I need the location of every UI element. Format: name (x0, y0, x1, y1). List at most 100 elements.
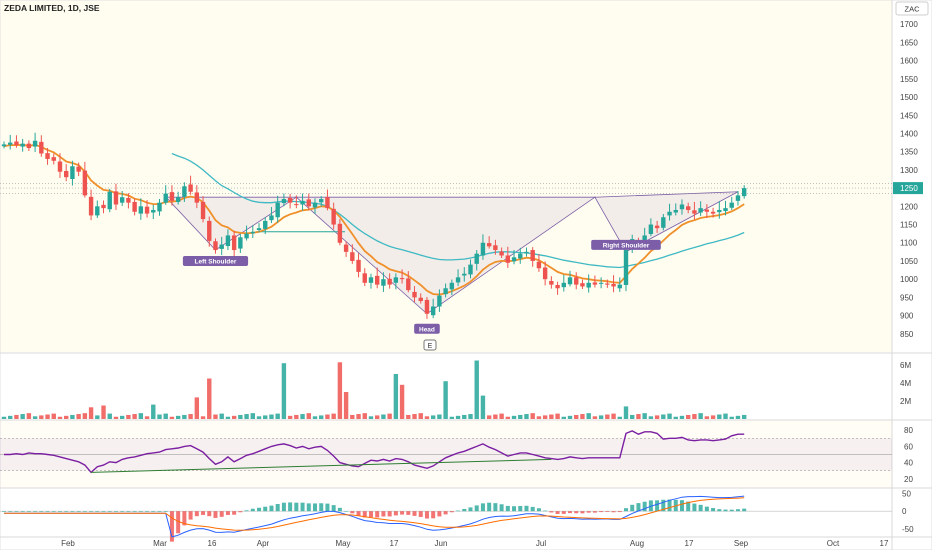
macd-histogram-bar (723, 509, 728, 512)
volume-bar (225, 416, 231, 419)
volume-bar (294, 414, 299, 419)
price-tick-label: 1300 (900, 166, 918, 175)
macd-histogram-bar (157, 511, 162, 512)
macd-histogram-bar (194, 511, 199, 517)
candle-body (362, 273, 367, 283)
candle-body (287, 197, 293, 203)
volume-bar (57, 416, 63, 419)
macd-histogram-bar (549, 511, 554, 513)
volume-bar (412, 414, 417, 419)
candle-body (499, 251, 504, 256)
macd-histogram-bar (45, 511, 50, 512)
macd-histogram-bar (101, 511, 106, 512)
volume-bar (157, 414, 162, 419)
macd-signal-line (4, 497, 745, 531)
volume-bar (474, 360, 479, 419)
macd-histogram-bar (568, 511, 573, 514)
macd-histogram-bar (89, 511, 94, 512)
candle-body (20, 143, 25, 147)
candle-body (213, 241, 218, 251)
volume-bar (362, 413, 367, 419)
candle-body (524, 251, 529, 254)
volume-bar (549, 414, 554, 419)
candle-body (1, 144, 7, 147)
macd-histogram-bar (599, 511, 604, 513)
candle-body (723, 208, 728, 212)
macd-histogram-bar (138, 511, 143, 512)
candle-body (567, 277, 573, 285)
candle-body (126, 197, 131, 203)
volume-bar (623, 406, 629, 419)
price-tick-label: 900 (900, 312, 914, 321)
candle-body (455, 277, 461, 283)
macd-histogram-bar (8, 511, 13, 512)
candle-body (169, 192, 175, 201)
macd-histogram-bar (698, 504, 703, 512)
macd-histogram-bar (704, 506, 709, 512)
volume-bar (306, 413, 311, 419)
volume-bar (375, 415, 380, 419)
volume-bar (586, 413, 591, 419)
candle-body (437, 295, 442, 307)
macd-histogram-bar (2, 511, 6, 512)
candle-body (207, 220, 212, 241)
macd-histogram-bar (686, 501, 691, 512)
candle-body (480, 242, 486, 256)
macd-histogram-bar (306, 503, 311, 512)
chart-title: ZEDA LIMITED, 1D, JSE (4, 3, 100, 13)
volume-bar (39, 415, 44, 419)
macd-histogram-bar (512, 506, 517, 512)
ema-fast-line (3, 143, 745, 296)
macd-histogram-bar (375, 511, 380, 518)
macd-histogram-bar (580, 511, 585, 514)
volume-bar (598, 415, 604, 419)
last-price-tag (893, 182, 923, 195)
macd-histogram-bar (263, 506, 268, 512)
volume-bar (530, 413, 535, 419)
candle-body (64, 170, 69, 178)
macd-histogram-bar (57, 511, 62, 512)
volume-bar (654, 415, 660, 419)
macd-histogram-bar (524, 505, 529, 512)
volume-bar (686, 414, 691, 419)
candle-body (692, 210, 697, 214)
candle-body (667, 211, 672, 216)
volume-bar (406, 414, 411, 419)
candle-body (698, 208, 703, 213)
volume-bar (101, 405, 106, 419)
candle-body (505, 255, 511, 263)
volume-bar (76, 414, 81, 419)
macd-histogram-bar (418, 511, 423, 517)
volume-bar (188, 414, 193, 419)
volume-bar (325, 414, 330, 419)
candle-body (132, 201, 137, 212)
candle-body (238, 237, 243, 249)
volume-bar (256, 416, 262, 419)
candle-body (518, 253, 523, 259)
macd-histogram-bar (617, 511, 622, 513)
candle-body (574, 277, 579, 285)
left-shoulder-label-box (182, 256, 249, 267)
macd-histogram-bar (300, 502, 305, 512)
macd-histogram-bar (592, 511, 597, 513)
macd-histogram-bar (431, 511, 436, 519)
macd-histogram-bar (611, 511, 616, 513)
candle-body (119, 197, 125, 203)
candle-body (710, 211, 716, 214)
candle-body (250, 231, 255, 234)
candle-body (107, 191, 112, 210)
head-label: Head (419, 326, 435, 333)
macd-histogram-bar (26, 511, 31, 512)
macd-histogram-bar (132, 511, 137, 512)
volume-bar (648, 416, 654, 419)
rsi-tick-label: 60 (904, 442, 913, 451)
candle-body (430, 306, 436, 316)
macd-histogram-bar (64, 511, 69, 512)
volume-bar (561, 416, 566, 419)
candle-body (717, 209, 722, 213)
volume-bar (169, 416, 175, 419)
price-tick-label: 1500 (900, 93, 918, 102)
candle-body (580, 283, 585, 287)
candle-body (82, 170, 88, 196)
